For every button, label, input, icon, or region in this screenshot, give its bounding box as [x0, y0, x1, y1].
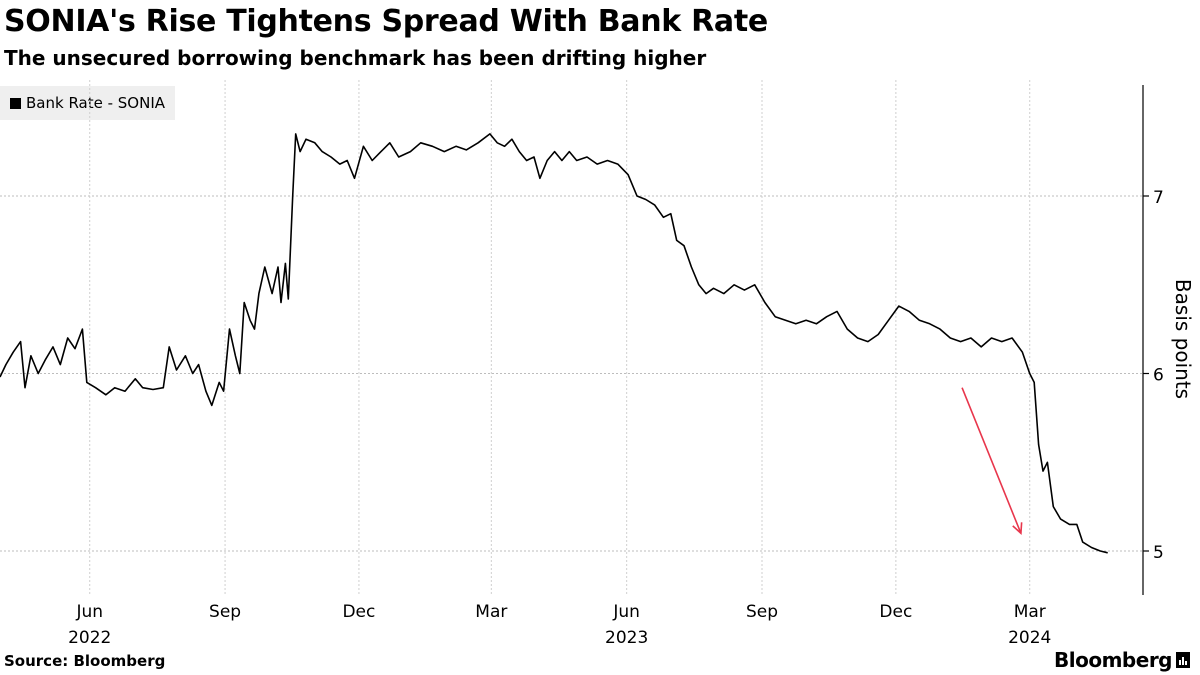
annotation-arrow-head	[1012, 522, 1023, 535]
source-note: Source: Bloomberg	[4, 652, 166, 670]
x-tick-label: Dec	[342, 602, 375, 622]
brand-name: Bloomberg	[1054, 648, 1172, 672]
y-tick-label: 5	[1153, 543, 1164, 563]
y-tick-label: 7	[1153, 188, 1164, 208]
x-year-label: 2024	[1008, 628, 1051, 648]
legend-swatch	[10, 97, 21, 109]
series-line	[0, 133, 1108, 554]
legend-label: Bank Rate - SONIA	[26, 94, 166, 112]
x-tick-label: Mar	[475, 602, 507, 622]
y-axis-label: Basis points	[1171, 279, 1195, 399]
x-tick-label: Jun	[75, 602, 103, 622]
bloomberg-bars-icon	[1176, 652, 1190, 668]
x-tick-label: Sep	[209, 602, 241, 622]
x-tick-label: Mar	[1014, 602, 1046, 622]
legend: Bank Rate - SONIA	[0, 86, 176, 120]
annotation-arrow-line	[961, 387, 1022, 534]
x-year-label: 2023	[605, 628, 648, 648]
x-tick-label: Sep	[746, 602, 778, 622]
x-tick-label: Jun	[612, 602, 640, 622]
x-year-label: 2022	[68, 628, 111, 648]
chart-title: SONIA's Rise Tightens Spread With Bank R…	[4, 4, 768, 39]
bloomberg-logo: Bloomberg	[1054, 648, 1190, 672]
chart-subtitle: The unsecured borrowing benchmark has be…	[4, 46, 707, 70]
y-tick-label: 6	[1153, 366, 1164, 386]
x-tick-label: Dec	[879, 602, 912, 622]
